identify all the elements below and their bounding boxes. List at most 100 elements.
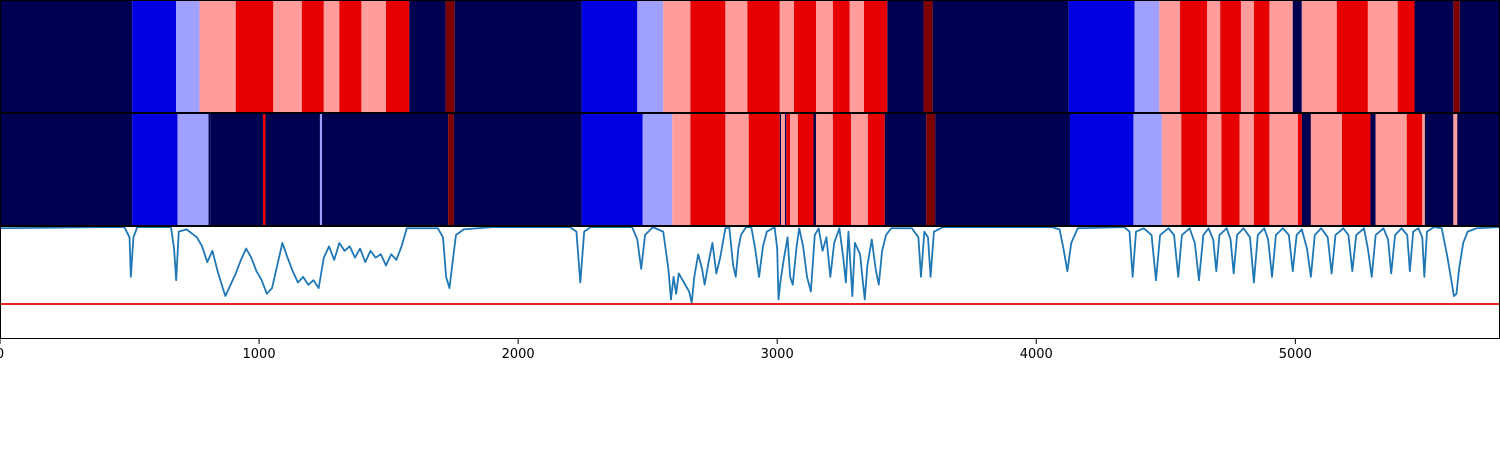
heatmap-top-segment	[454, 0, 582, 113]
heatmap-top-segment	[361, 0, 387, 113]
heatmap-top-segment	[235, 0, 274, 113]
heatmap-top-segment	[132, 0, 177, 113]
heatmap-middle-segment	[1253, 113, 1270, 226]
heatmap-top-segment	[1459, 0, 1500, 113]
heatmap-top-segment	[1220, 0, 1241, 113]
heatmap-middle-segment	[1424, 113, 1454, 226]
heatmap-middle-segment	[210, 113, 263, 226]
heatmap-top-segment	[1207, 0, 1221, 113]
heatmap-middle-segment	[786, 113, 791, 226]
heatmap-middle-segment	[790, 113, 798, 226]
heatmap-top-segment	[779, 0, 795, 113]
heatmap-middle-segment	[748, 113, 780, 226]
heatmap-middle-segment	[672, 113, 691, 226]
x-axis: 0 1000 2000 3000 4000 5000	[0, 339, 1312, 362]
heatmap-middle-segment	[1422, 113, 1425, 226]
heatmap-middle-segment	[1181, 113, 1208, 226]
x-tick-label: 2000	[502, 347, 535, 362]
heatmap-top-segment	[1367, 0, 1398, 113]
series-line	[0, 226, 1500, 304]
x-tick-label: 1000	[243, 347, 276, 362]
heatmap-top-segment	[1159, 0, 1181, 113]
heatmap-top-segment	[1180, 0, 1208, 113]
heatmap-middle-segment	[319, 113, 323, 226]
heatmap-middle-segment	[453, 113, 582, 226]
heatmap-top-segment	[1292, 0, 1302, 113]
heatmap-top-segment	[637, 0, 664, 113]
heatmap-middle-segment	[867, 113, 885, 226]
heatmap-middle-segment	[1341, 113, 1371, 226]
heatmap-top-segment	[273, 0, 302, 113]
heatmap-middle-segment	[1221, 113, 1240, 226]
heatmap-middle-segment	[1207, 113, 1222, 226]
heatmap-middle-segment	[1269, 113, 1298, 226]
heatmap-top-segment	[386, 0, 410, 113]
heatmap-top-segment	[932, 0, 1069, 113]
heatmap-middle-segment	[851, 113, 868, 226]
x-tick-label: 4000	[1020, 347, 1053, 362]
heatmap-middle-segment	[816, 113, 833, 226]
heatmap-middle-segment	[265, 113, 320, 226]
heatmap-top-segment	[1253, 0, 1270, 113]
heatmap-top-segment	[863, 0, 888, 113]
heatmap-middle-segment	[781, 113, 785, 226]
heatmap-middle-segment	[935, 113, 1070, 226]
heatmap-middle-segment	[797, 113, 814, 226]
heatmap-top-segment	[1453, 0, 1460, 113]
heatmap-middle-segment	[1161, 113, 1182, 226]
heatmap-top-segment	[1240, 0, 1254, 113]
heatmap-middle-segment	[784, 113, 787, 226]
heatmap-top-segment	[339, 0, 362, 113]
heatmap-top-segment	[887, 0, 924, 113]
heatmap-middle-segment	[1457, 113, 1500, 226]
heatmap-panel-middle	[0, 112, 1500, 226]
heatmap-middle-segment	[884, 113, 927, 226]
heatmap-top-segment	[1397, 0, 1415, 113]
heatmap-panel-top	[0, 0, 1500, 113]
heatmap-top-segment	[1269, 0, 1293, 113]
heatmap-middle-segment	[177, 113, 209, 226]
heatmap-middle-segment	[1406, 113, 1423, 226]
x-tick-label: 3000	[761, 347, 794, 362]
heatmap-top-segment	[409, 0, 446, 113]
heatmap-middle-segment	[642, 113, 673, 226]
heatmap-middle-segment	[1370, 113, 1376, 226]
heatmap-middle-segment	[813, 113, 817, 226]
heatmap-middle-segment	[581, 113, 643, 226]
heatmap-top-segment	[663, 0, 691, 113]
heatmap-middle-segment	[0, 113, 133, 226]
heatmap-top-segment	[301, 0, 324, 113]
heatmap-top-segment	[323, 0, 340, 113]
heatmap-middle-segment	[132, 113, 178, 226]
x-tick-label: 5000	[1279, 347, 1312, 362]
heatmap-middle-segment	[832, 113, 852, 226]
heatmap-top-segment	[1068, 0, 1135, 113]
heatmap-middle-segment	[779, 113, 782, 226]
x-tick-label: 0	[0, 347, 4, 362]
heatmap-top-segment	[690, 0, 726, 113]
line-plot-panel	[0, 226, 1500, 339]
heatmap-top-segment	[1134, 0, 1160, 113]
heatmap-middle-segment	[448, 113, 454, 226]
heatmap-top-segment	[0, 0, 133, 113]
heatmap-middle-segment	[1310, 113, 1342, 226]
heatmap-top-segment	[923, 0, 933, 113]
heatmap-top-segment	[581, 0, 638, 113]
heatmap-middle-segment	[1301, 113, 1311, 226]
heatmap-middle-segment	[1239, 113, 1254, 226]
heatmap-middle-segment	[926, 113, 936, 226]
heatmap-top-segment	[747, 0, 780, 113]
heatmap-top-segment	[1336, 0, 1368, 113]
heatmap-top-segment	[445, 0, 455, 113]
heatmap-middle-segment	[690, 113, 726, 226]
heatmap-middle-segment	[322, 113, 449, 226]
heatmap-top-segment	[199, 0, 236, 113]
heatmap-middle-segment	[1069, 113, 1134, 226]
heatmap-top-segment	[832, 0, 850, 113]
heatmap-middle-segment	[1297, 113, 1302, 226]
heatmap-top-segment	[849, 0, 864, 113]
heatmap-top-segment	[725, 0, 748, 113]
heatmap-middle-segment	[725, 113, 749, 226]
heatmap-top-segment	[176, 0, 200, 113]
